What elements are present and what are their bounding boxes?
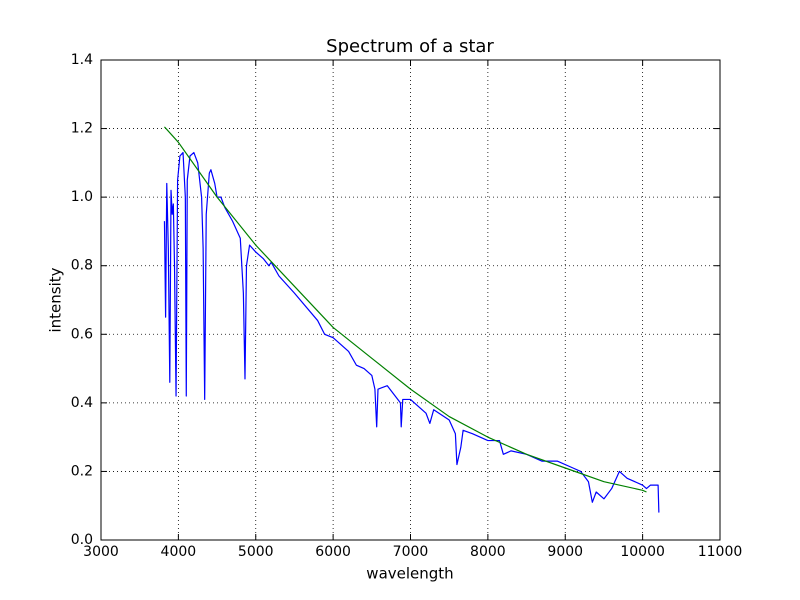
x-tick-label: 11000 [698, 544, 743, 560]
y-tick-label: 0.2 [71, 463, 93, 479]
x-tick-label: 6000 [315, 544, 351, 560]
chart-title: Spectrum of a star [326, 36, 494, 57]
y-tick-label: 1.4 [71, 52, 93, 68]
x-tick-label: 3000 [83, 544, 119, 560]
x-tick-label: 10000 [620, 544, 665, 560]
y-axis-label: intensity [47, 267, 65, 332]
plot-frame [100, 59, 721, 541]
y-tick-label: 0.8 [71, 258, 93, 274]
x-tick-label: 9000 [547, 544, 583, 560]
y-tick-label: 0.0 [71, 532, 93, 548]
x-tick-label: 5000 [238, 544, 274, 560]
y-tick-label: 0.4 [71, 395, 93, 411]
x-tick-label: 8000 [470, 544, 506, 560]
x-axis-label: wavelength [366, 565, 453, 583]
y-tick-label: 1.2 [71, 121, 93, 137]
data-line [164, 126, 647, 493]
y-tick-label: 1.0 [71, 189, 93, 205]
x-tick-label: 7000 [393, 544, 429, 560]
x-tick-label: 4000 [161, 544, 197, 560]
data-line [163, 151, 660, 513]
y-tick-label: 0.6 [71, 326, 93, 342]
